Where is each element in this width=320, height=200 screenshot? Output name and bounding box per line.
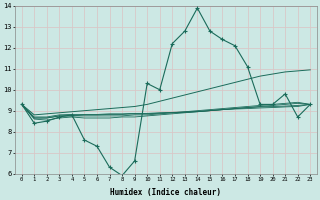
X-axis label: Humidex (Indice chaleur): Humidex (Indice chaleur) [110,188,221,197]
